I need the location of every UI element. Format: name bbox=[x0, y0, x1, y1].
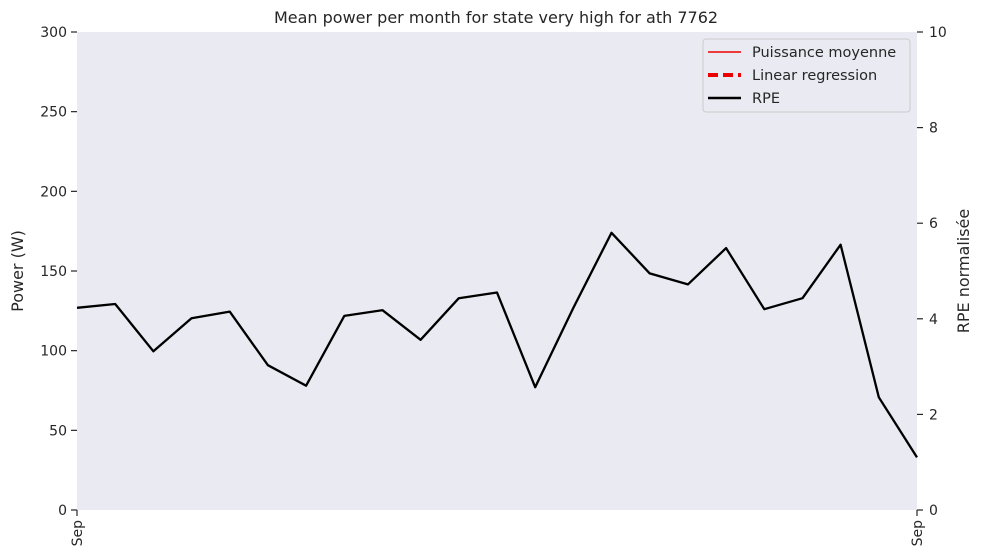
y-tick-label: 100 bbox=[40, 344, 67, 360]
legend-box bbox=[702, 38, 911, 113]
y-tick-label: 0 bbox=[58, 503, 67, 519]
legend: Puissance moyenne Linear regression RPE bbox=[702, 38, 911, 113]
y2-tick-label: 10 bbox=[929, 25, 947, 41]
y-axis-label: Power (W) bbox=[8, 230, 27, 312]
y-tick-label: 50 bbox=[49, 423, 67, 439]
y2-tick-label: 2 bbox=[929, 407, 938, 423]
x-tick-label: Sep bbox=[910, 520, 926, 547]
x-axis: Sep Sep bbox=[70, 510, 926, 546]
y2-axis-label: RPE normalisée bbox=[954, 209, 973, 334]
y2-tick-label: 6 bbox=[929, 216, 938, 232]
right-axis: 0 2 4 6 8 10 bbox=[917, 25, 947, 519]
y-tick-label: 150 bbox=[40, 264, 67, 280]
y-tick-label: 300 bbox=[40, 25, 67, 41]
series-line-2 bbox=[76, 231, 918, 459]
series-layer bbox=[76, 231, 918, 459]
y2-tick-label: 0 bbox=[929, 503, 938, 519]
x-tick-label: Sep bbox=[70, 520, 86, 547]
chart-title: Mean power per month for state very high… bbox=[274, 8, 718, 27]
legend-label-rpe: RPE bbox=[752, 91, 780, 107]
left-axis: 0 50 100 150 200 250 300 bbox=[40, 25, 77, 519]
y-tick-label: 200 bbox=[40, 184, 67, 200]
y2-tick-label: 4 bbox=[929, 312, 938, 328]
legend-label-puissance: Puissance moyenne bbox=[752, 45, 896, 61]
legend-label-regression: Linear regression bbox=[752, 68, 877, 84]
y-tick-label: 250 bbox=[40, 105, 67, 121]
y2-tick-label: 8 bbox=[929, 121, 938, 137]
